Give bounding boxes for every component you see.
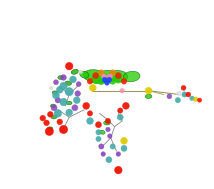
Circle shape: [87, 78, 93, 84]
Circle shape: [53, 92, 59, 99]
Circle shape: [52, 70, 56, 75]
Circle shape: [177, 91, 181, 96]
Circle shape: [65, 62, 73, 70]
Circle shape: [121, 137, 127, 144]
Ellipse shape: [100, 130, 105, 134]
Circle shape: [107, 74, 113, 79]
Circle shape: [60, 98, 67, 106]
Circle shape: [70, 76, 76, 83]
Circle shape: [98, 78, 105, 85]
Circle shape: [105, 118, 111, 124]
Circle shape: [44, 120, 49, 126]
Circle shape: [122, 102, 129, 109]
Circle shape: [182, 92, 187, 97]
Circle shape: [117, 108, 123, 113]
Ellipse shape: [65, 81, 71, 85]
Circle shape: [65, 88, 73, 96]
Circle shape: [101, 74, 107, 79]
Circle shape: [99, 144, 104, 149]
Circle shape: [87, 111, 93, 116]
Circle shape: [98, 70, 104, 76]
Circle shape: [108, 134, 112, 138]
Circle shape: [103, 75, 111, 83]
Circle shape: [66, 109, 73, 116]
Circle shape: [109, 77, 116, 84]
Ellipse shape: [80, 71, 89, 78]
Circle shape: [101, 152, 106, 156]
Circle shape: [115, 73, 121, 79]
Circle shape: [92, 75, 100, 84]
Circle shape: [181, 85, 186, 90]
Ellipse shape: [66, 101, 72, 105]
Circle shape: [59, 125, 68, 134]
Circle shape: [79, 70, 82, 74]
Circle shape: [51, 105, 57, 111]
Circle shape: [96, 136, 101, 142]
Circle shape: [57, 119, 62, 125]
Circle shape: [110, 144, 115, 149]
Circle shape: [186, 92, 191, 97]
Circle shape: [110, 70, 116, 76]
Ellipse shape: [58, 76, 64, 79]
Circle shape: [121, 145, 127, 151]
Ellipse shape: [123, 71, 140, 82]
Circle shape: [76, 82, 81, 87]
Circle shape: [193, 97, 198, 101]
Circle shape: [102, 77, 107, 82]
Circle shape: [198, 98, 202, 102]
Circle shape: [48, 112, 53, 117]
Circle shape: [73, 97, 80, 104]
Circle shape: [107, 77, 112, 82]
Ellipse shape: [48, 127, 53, 130]
Circle shape: [167, 94, 172, 99]
Circle shape: [95, 122, 101, 128]
Circle shape: [106, 127, 110, 132]
Circle shape: [45, 127, 54, 136]
Circle shape: [175, 98, 181, 103]
Circle shape: [89, 84, 96, 91]
Circle shape: [83, 102, 90, 109]
Ellipse shape: [51, 104, 56, 108]
Circle shape: [40, 115, 46, 121]
Ellipse shape: [83, 70, 108, 83]
Circle shape: [116, 152, 121, 156]
Circle shape: [55, 97, 61, 103]
Circle shape: [75, 91, 80, 96]
Circle shape: [145, 87, 152, 94]
Circle shape: [72, 105, 78, 111]
Ellipse shape: [51, 115, 57, 119]
Circle shape: [106, 157, 112, 163]
Circle shape: [114, 76, 122, 83]
Circle shape: [121, 78, 127, 84]
Circle shape: [96, 130, 101, 135]
Ellipse shape: [97, 70, 117, 83]
Circle shape: [56, 86, 63, 93]
Circle shape: [105, 80, 109, 85]
Circle shape: [93, 73, 99, 79]
Ellipse shape: [145, 94, 152, 98]
Circle shape: [61, 75, 66, 80]
Ellipse shape: [52, 91, 58, 94]
Circle shape: [54, 110, 62, 117]
Circle shape: [87, 118, 93, 124]
Circle shape: [54, 80, 58, 85]
Ellipse shape: [71, 69, 79, 74]
Ellipse shape: [109, 70, 128, 81]
Circle shape: [60, 82, 67, 90]
Circle shape: [49, 86, 53, 90]
Ellipse shape: [104, 121, 110, 125]
Circle shape: [120, 88, 124, 93]
Circle shape: [114, 166, 122, 174]
Circle shape: [190, 96, 194, 101]
Circle shape: [117, 114, 123, 120]
